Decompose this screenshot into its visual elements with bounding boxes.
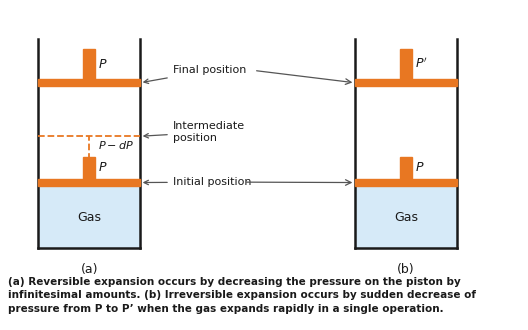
Bar — [400, 157, 412, 179]
Text: (a): (a) — [80, 263, 98, 276]
Bar — [400, 49, 412, 79]
Bar — [39, 79, 140, 86]
Bar — [39, 186, 140, 248]
Text: (a) Reversible expansion occurs by decreasing the pressure on the piston by
infi: (a) Reversible expansion occurs by decre… — [8, 277, 476, 314]
Bar — [83, 49, 95, 79]
Text: $P$: $P$ — [98, 161, 108, 175]
Bar — [39, 179, 140, 186]
Text: Gas: Gas — [77, 211, 101, 223]
Bar — [83, 157, 95, 179]
Text: $P$: $P$ — [415, 161, 425, 175]
Bar — [355, 186, 457, 248]
Text: (b): (b) — [397, 263, 414, 276]
Text: Final position: Final position — [144, 65, 246, 83]
Bar — [355, 179, 457, 186]
Text: Initial position: Initial position — [144, 177, 251, 187]
Text: $P - dP$: $P - dP$ — [98, 139, 134, 151]
Text: Gas: Gas — [394, 211, 418, 223]
Text: $P$: $P$ — [98, 58, 108, 71]
Text: $P'$: $P'$ — [415, 57, 428, 72]
Text: Intermediate
position: Intermediate position — [144, 121, 245, 143]
Bar — [355, 79, 457, 86]
